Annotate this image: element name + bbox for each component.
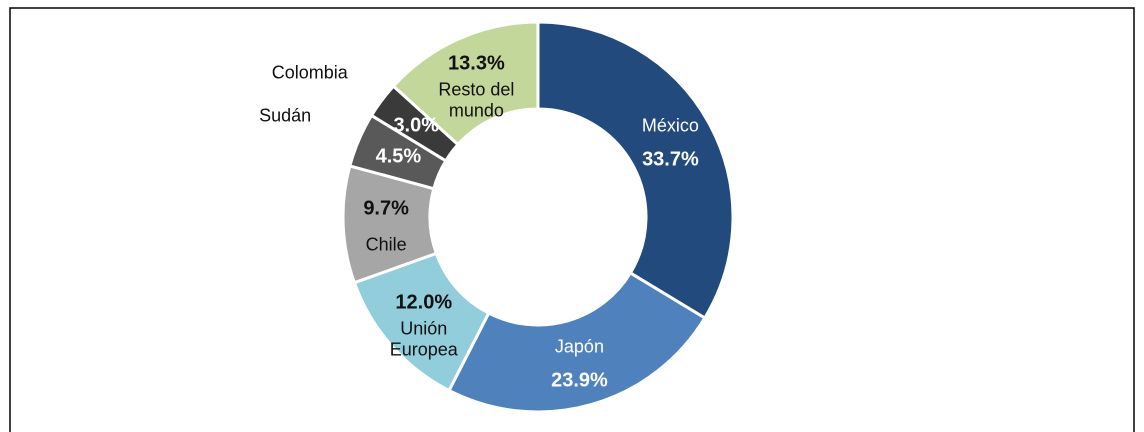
value-label: 9.7%	[363, 197, 409, 220]
category-label: Chile	[365, 234, 407, 255]
value-label: 12.0%	[395, 291, 453, 314]
value-label: 23.9%	[551, 369, 608, 392]
value-label: 4.5%	[375, 145, 422, 168]
slice	[391, 20, 540, 147]
category-label: Sudán	[259, 105, 312, 126]
category-label: Resto del mundo	[438, 79, 515, 121]
slice	[536, 20, 735, 321]
value-label: 13.3%	[448, 52, 505, 75]
category-label: México	[641, 116, 699, 137]
category-label: Unión Europea	[389, 318, 458, 360]
slice	[446, 270, 707, 414]
frame	[9, 7, 1135, 432]
category-label: Japón	[554, 336, 604, 357]
value-label: 33.7%	[642, 148, 699, 171]
category-label: Colombia	[271, 62, 348, 83]
value-label: 3.0%	[393, 114, 440, 137]
